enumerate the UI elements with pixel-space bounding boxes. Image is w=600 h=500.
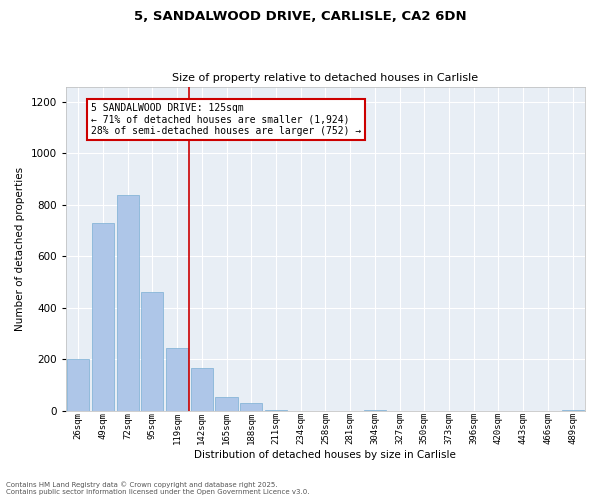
X-axis label: Distribution of detached houses by size in Carlisle: Distribution of detached houses by size …: [194, 450, 457, 460]
Bar: [240, 403, 262, 411]
Bar: [92, 223, 114, 411]
Bar: [166, 348, 188, 411]
Bar: [215, 396, 238, 411]
Text: 5, SANDALWOOD DRIVE, CARLISLE, CA2 6DN: 5, SANDALWOOD DRIVE, CARLISLE, CA2 6DN: [134, 10, 466, 23]
Y-axis label: Number of detached properties: Number of detached properties: [15, 166, 25, 330]
Bar: [562, 410, 584, 411]
Bar: [116, 194, 139, 411]
Bar: [364, 410, 386, 411]
Bar: [191, 368, 213, 411]
Text: 5 SANDALWOOD DRIVE: 125sqm
← 71% of detached houses are smaller (1,924)
28% of s: 5 SANDALWOOD DRIVE: 125sqm ← 71% of deta…: [91, 104, 361, 136]
Text: Contains HM Land Registry data © Crown copyright and database right 2025.
Contai: Contains HM Land Registry data © Crown c…: [6, 482, 310, 495]
Bar: [67, 360, 89, 411]
Bar: [265, 410, 287, 411]
Title: Size of property relative to detached houses in Carlisle: Size of property relative to detached ho…: [172, 73, 478, 83]
Bar: [141, 292, 163, 411]
